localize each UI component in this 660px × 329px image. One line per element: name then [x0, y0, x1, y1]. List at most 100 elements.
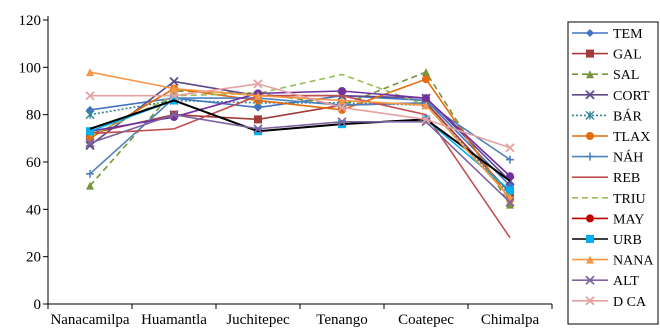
x-tick-label: Chimalpa — [481, 312, 540, 328]
data-point — [253, 124, 263, 134]
plot-area — [85, 68, 515, 239]
x-tick-label: Tenango — [316, 312, 367, 328]
data-point — [337, 117, 347, 127]
data-point — [505, 197, 515, 207]
y-tick-label: 40 — [26, 202, 41, 218]
series-line — [89, 102, 511, 194]
legend-swatch-marker — [586, 235, 594, 243]
legend-swatch-marker — [586, 70, 594, 79]
series-sal — [86, 68, 514, 209]
series-nana — [86, 68, 514, 202]
y-tick-label: 80 — [26, 108, 41, 124]
legend-label: MAY — [613, 212, 644, 227]
legend-item-n-h: NÁH — [572, 149, 643, 166]
legend-swatch-marker — [585, 275, 595, 285]
y-tick-label: 120 — [19, 13, 42, 29]
data-point — [422, 94, 430, 103]
x-tick-label: Juchitepec — [226, 312, 290, 328]
y-tick-label: 60 — [26, 155, 41, 171]
series-line — [89, 71, 511, 199]
legend-item-cort: CORT — [572, 89, 650, 104]
legend-item-sal: SAL — [572, 68, 639, 83]
legend-swatch-marker — [586, 29, 594, 37]
data-point — [422, 68, 430, 77]
series-urb-line — [89, 99, 511, 182]
legend-item-alt: ALT — [572, 274, 639, 289]
y-tick-label: 20 — [26, 250, 41, 266]
data-point — [170, 84, 178, 93]
data-point — [506, 155, 514, 164]
data-point — [169, 110, 179, 120]
data-point — [253, 79, 263, 89]
y-tick-label: 0 — [34, 297, 42, 313]
legend-swatch-marker — [586, 214, 594, 223]
data-point — [422, 101, 430, 110]
legend-box — [567, 21, 659, 325]
series-line — [89, 78, 511, 201]
y-tick-label: 100 — [19, 60, 42, 76]
legend-item-tem: TEM — [572, 27, 643, 42]
legend-item-nana: NANA — [572, 254, 654, 269]
series-alt — [85, 110, 515, 207]
data-point — [338, 87, 346, 95]
data-point — [86, 169, 94, 178]
data-point — [86, 181, 94, 190]
series-tem — [86, 91, 514, 190]
data-point — [254, 91, 262, 100]
legend-swatch-marker — [585, 110, 595, 120]
legend-item-d-ca: D CA — [572, 295, 647, 310]
legend-swatch-marker — [586, 255, 594, 264]
legend-label: CORT — [613, 89, 650, 104]
series-line — [89, 71, 511, 206]
data-point — [338, 96, 346, 105]
legend-item-reb: REB — [572, 171, 640, 186]
legend-label: URB — [613, 233, 642, 248]
legend-label: BÁR — [613, 107, 642, 124]
series-line — [89, 99, 511, 182]
series-line — [89, 97, 511, 175]
legend-swatch-marker — [586, 152, 594, 161]
series-d-ca — [85, 79, 515, 153]
legend-label: NANA — [613, 254, 654, 269]
legend-swatch-marker — [586, 132, 594, 140]
legend-swatch-marker — [585, 90, 595, 100]
legend-label: TLAX — [613, 130, 650, 145]
legend-label: NÁH — [613, 149, 643, 166]
data-point — [506, 200, 514, 209]
legend-label: REB — [613, 171, 640, 186]
data-point — [86, 127, 94, 136]
data-point — [337, 102, 347, 113]
data-point — [85, 110, 95, 120]
series-line — [89, 113, 511, 203]
legend-swatch-marker — [586, 49, 594, 58]
legend-item-triu: TRIU — [572, 192, 646, 207]
data-point — [505, 143, 515, 153]
data-point — [421, 114, 431, 125]
series-line — [90, 83, 511, 149]
data-point — [86, 68, 94, 77]
x-tick-label: Huamantla — [141, 312, 207, 328]
legend-label: SAL — [613, 68, 639, 83]
legend-label: D CA — [613, 295, 647, 310]
x-tick-label: Coatepec — [398, 312, 454, 328]
legend-label: TRIU — [613, 192, 646, 207]
legend-item-b-r: BÁR — [572, 107, 642, 124]
data-point — [506, 186, 514, 195]
legend-label: ALT — [613, 274, 639, 289]
legend-label: TEM — [613, 27, 643, 42]
legend: TEM GAL SAL CORT BÁR TLAX NÁH REB TRIU MAY URB NANA… — [567, 21, 659, 325]
chart-axes: 0 20 40 60 80 100 120 Nanacamilpa Huamantla Juchi… — [19, 13, 553, 328]
data-point — [254, 115, 262, 124]
legend-swatch-marker — [585, 296, 595, 306]
data-point — [169, 91, 179, 101]
data-point — [422, 75, 430, 84]
legend-item-tlax: TLAX — [572, 130, 650, 145]
data-point — [85, 91, 95, 101]
legend-label: GAL — [613, 48, 642, 63]
data-point — [169, 76, 179, 87]
x-tick-label: Nanacamilpa — [50, 312, 129, 328]
legend-item-urb: URB — [572, 233, 642, 248]
legend-item-may: MAY — [572, 212, 644, 227]
legend-item-gal: GAL — [572, 48, 642, 63]
